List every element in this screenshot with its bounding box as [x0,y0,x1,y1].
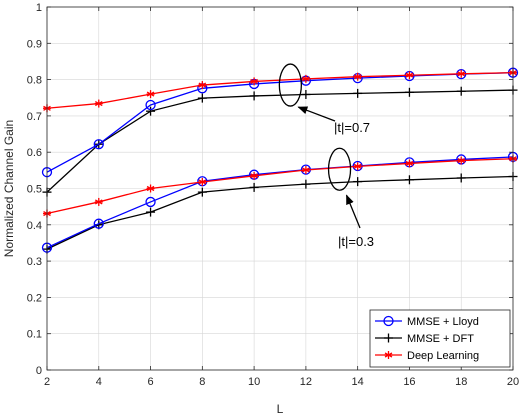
series-deep-learning-03 [43,154,517,218]
data-point [145,99,156,111]
x-tick-label: 12 [300,376,312,388]
legend-marker [384,333,393,343]
data-point [146,90,155,99]
y-tick-label: 0.7 [27,111,42,123]
data-point [145,196,156,208]
data-point [457,156,466,165]
y-tick-label: 0.1 [27,329,42,341]
x-tick-label: 10 [248,376,260,388]
annotations: |t|=0.7 |t|=0.3 [278,63,374,249]
legend-label: MMSE + DFT [407,333,474,345]
data-point [198,177,207,186]
data-point [457,69,466,78]
annotation-ellipse-07 [278,63,303,107]
data-point [405,71,414,80]
legend-entry: MMSE + DFT [375,333,474,345]
legend: MMSE + Lloyd MMSE + DFT Deep Learning [369,309,511,368]
y-tick-label: 0.6 [27,147,42,159]
annotation-label-07: |t|=0.7 [334,120,370,135]
data-point [456,173,466,183]
data-point [405,159,414,168]
legend-entry: MMSE + Lloyd [375,315,479,328]
data-point [404,87,414,97]
data-point [146,184,155,193]
legend-label: MMSE + Lloyd [407,316,479,328]
data-point [146,106,156,116]
ticks: 2 4 6 8 10 12 14 16 18 20 0 0.1 0.2 0.3 0.4 0.5 0.6 0.7 0.… [27,2,519,388]
series-line [46,156,514,249]
annotation-arrow-07 [297,106,336,122]
data-point [301,179,311,189]
data-point [404,175,414,185]
x-tick-label: 8 [199,376,205,388]
data-point [249,182,259,192]
annotation-label-03: |t|=0.3 [338,234,374,249]
legend-label: Deep Learning [407,350,479,362]
y-tick-label: 1 [36,2,42,14]
data-point [146,207,156,217]
series-mmse-dft-03 [42,172,518,254]
data-point [250,171,259,180]
legend-entry: Deep Learning [375,350,479,362]
data-point [301,165,310,174]
y-tick-label: 0.3 [27,256,42,268]
x-tick-label: 4 [96,376,102,388]
x-tick-label: 6 [147,376,153,388]
y-tick-label: 0.9 [27,38,42,50]
series-layer [41,67,519,254]
x-tick-label: 2 [44,376,50,388]
data-point [94,99,103,108]
data-point [250,77,259,86]
data-point [301,89,311,99]
x-tick-label: 20 [507,376,519,388]
x-tick-label: 18 [455,376,467,388]
data-point [197,187,207,197]
y-tick-label: 0.8 [27,75,42,87]
annotation-arrow-03 [345,194,361,229]
data-point [197,93,207,103]
data-point [456,86,466,96]
annotation-ellipse-03 [327,147,352,191]
legend-marker [384,351,393,359]
data-point [93,139,104,150]
x-tick-label: 14 [352,376,364,388]
y-axis-label: Normalized Channel Gain [2,120,16,257]
x-axis-label: L [277,402,284,416]
series-line [46,158,514,215]
y-tick-label: 0.5 [27,184,42,196]
data-point [198,81,207,90]
data-point [94,197,103,206]
y-tick-label: 0.2 [27,292,42,304]
y-tick-label: 0.4 [27,220,42,232]
x-tick-label: 16 [403,376,415,388]
legend-marker [383,315,394,327]
data-point [93,218,104,229]
data-point [353,88,363,98]
data-point [353,177,363,187]
series-line [46,89,514,193]
y-tick-label: 0 [36,365,42,377]
data-point [353,72,362,81]
data-point [301,74,310,83]
data-point [353,162,362,171]
series-line [46,175,514,250]
data-point [249,91,259,101]
